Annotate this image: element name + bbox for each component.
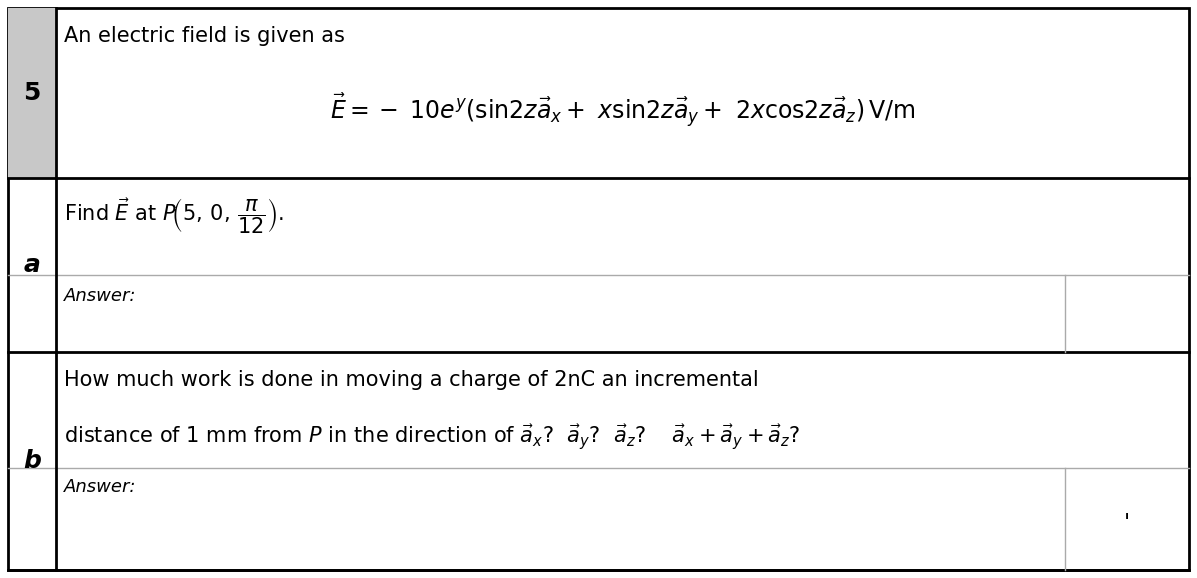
Text: a: a [24, 253, 41, 277]
Text: 5: 5 [23, 81, 41, 105]
Text: Find $\vec{E}$ at $P\!\left(5,\,0,\,\dfrac{\pi}{12}\right)$.: Find $\vec{E}$ at $P\!\left(5,\,0,\,\dfr… [63, 196, 284, 236]
Text: ': ' [1124, 513, 1130, 533]
Text: An electric field is given as: An electric field is given as [63, 26, 345, 46]
Bar [8, 8, 56, 178]
Text: b: b [23, 449, 41, 473]
Text: Answer:: Answer: [63, 478, 136, 496]
Text: $\vec{E} =-\;10e^{y}(\mathrm{sin}2z\vec{a}_{x} +\ x\mathrm{sin}2z\vec{a}_{y} +\ : $\vec{E} =-\;10e^{y}(\mathrm{sin}2z\vec{… [329, 92, 916, 130]
Text: Answer:: Answer: [63, 287, 136, 305]
Text: How much work is done in moving a charge of 2nC an incremental: How much work is done in moving a charge… [63, 370, 759, 390]
Text: distance of 1 mm from $P$ in the direction of $\vec{a}_{x}$?  $\vec{a}_{y}$?  $\: distance of 1 mm from $P$ in the directi… [63, 422, 801, 451]
